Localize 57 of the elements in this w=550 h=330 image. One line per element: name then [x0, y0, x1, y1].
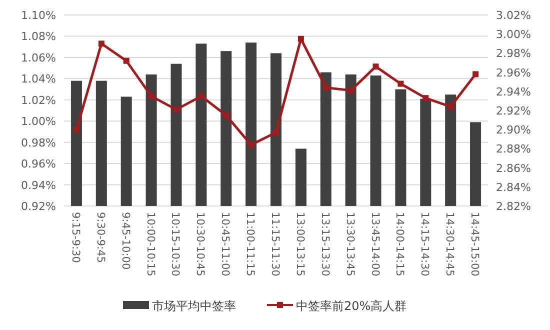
point	[372, 64, 379, 70]
y2-tick-label: 2.92%	[496, 104, 531, 118]
point	[173, 106, 180, 113]
point	[273, 129, 279, 136]
x-tick-label: 10:00-10:15	[144, 212, 156, 276]
y-tick-label: 1.04%	[21, 72, 56, 86]
x-tick-label: 10:15-10:30	[169, 212, 182, 276]
point	[448, 104, 454, 110]
point	[148, 93, 154, 100]
x-tick-label: 13:00-13:15	[294, 212, 306, 276]
point	[223, 112, 230, 118]
x-tick-label: 9:30-9:45	[94, 212, 106, 263]
y2-tick-label: 2.88%	[496, 142, 531, 156]
x-tick-label: 11:15-11:30	[269, 212, 281, 276]
y-tick-label: 1.06%	[21, 51, 56, 64]
y-tick-label: 1.08%	[21, 30, 56, 44]
y-tick-label: 0.96%	[21, 158, 56, 171]
x-tick-label: 10:45-11:00	[219, 212, 232, 276]
point	[398, 80, 404, 87]
point	[422, 95, 429, 102]
point	[322, 84, 329, 91]
y2-tick-label: 2.96%	[496, 66, 531, 80]
x-tick-label: 14:00-14:15	[394, 212, 406, 276]
legend-label: 市场平均中签率	[152, 299, 236, 313]
point	[123, 58, 130, 64]
y2-tick-label: 2.94%	[496, 85, 531, 98]
y-tick-label: 0.98%	[21, 136, 56, 150]
legend-label: 中签率前20%高人群	[296, 299, 407, 313]
x-tick-label: 9:15-9:30	[69, 212, 82, 263]
x-tick-label: 14:15-14:30	[418, 212, 431, 276]
x-tick-label: 13:15-13:30	[318, 212, 331, 276]
y-tick-label: 0.94%	[21, 178, 56, 192]
x-tick-label: 9:45-10:00	[119, 212, 132, 270]
point	[348, 87, 354, 94]
y2-tick-label: 2.82%	[496, 200, 531, 213]
x-tick-label: 14:45-15:00	[468, 212, 481, 276]
point	[198, 93, 204, 100]
y2-tick-label: 2.84%	[496, 180, 531, 194]
x-tick-label: 14:30-14:45	[444, 212, 456, 276]
y2-tick-label: 2.98%	[496, 47, 531, 60]
point	[472, 71, 479, 78]
y2-tick-label: 3.00%	[496, 28, 531, 42]
y-tick-label: 1.10%	[21, 9, 56, 22]
point	[298, 36, 304, 42]
point	[98, 40, 104, 47]
y2-tick-label: 2.86%	[496, 162, 531, 175]
y2-tick-label: 2.90%	[496, 124, 531, 137]
x-tick-label: 10:30-10:45	[194, 212, 206, 276]
y-tick-label: 1.00%	[21, 115, 56, 128]
y-tick-label: 1.02%	[21, 94, 56, 107]
point	[248, 142, 254, 148]
y-tick-label: 0.92%	[21, 200, 56, 213]
x-tick-label: 13:45-14:00	[368, 212, 381, 276]
point	[73, 126, 80, 133]
y2-tick-label: 3.02%	[496, 9, 531, 22]
x-tick-label: 11:00-11:15	[244, 212, 256, 276]
x-tick-label: 13:30-13:45	[344, 212, 356, 276]
